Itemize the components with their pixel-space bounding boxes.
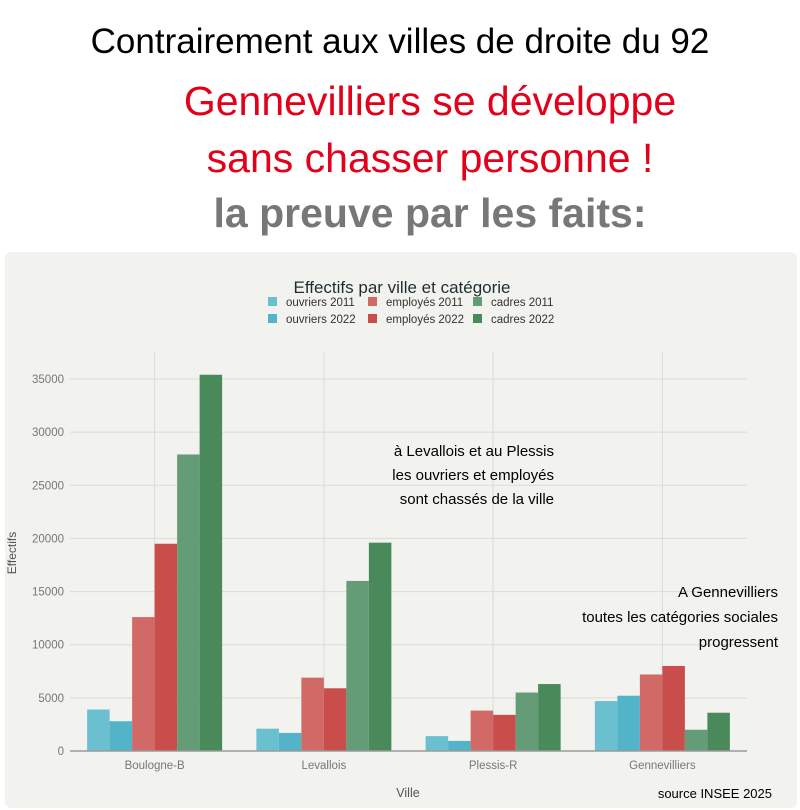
bar-cadres-2022 (538, 684, 561, 751)
x-tick-label: Gennevilliers (629, 760, 696, 772)
bar-employés-2011 (132, 617, 155, 751)
bar-ouvriers-2022 (617, 695, 640, 751)
x-tick-label: Boulogne-B (125, 760, 185, 772)
legend-swatch (368, 297, 377, 306)
bar-cadres-2011 (515, 692, 539, 751)
headline-line-1: Contrairement aux villes de droite du 92 (90, 22, 710, 61)
y-tick-label: 10000 (32, 640, 64, 652)
legend-swatch (268, 297, 277, 306)
bar-cadres-2022 (199, 374, 223, 751)
bar-employés-2022 (323, 688, 347, 751)
bar-cadres-2022 (707, 712, 730, 751)
legend-swatch (473, 297, 482, 306)
headline-line-3: sans chasser personne ! (206, 135, 654, 181)
legend-label: ouvriers 2022 (286, 314, 356, 326)
y-tick-label: 0 (58, 746, 64, 758)
annotation-gennevilliers: A Gennevilliers toutes les catégories so… (540, 580, 778, 655)
y-tick-label: 20000 (32, 533, 64, 545)
y-tick-label: 30000 (32, 427, 64, 439)
legend-label: cadres 2011 (491, 297, 553, 309)
annotation-line: A Gennevilliers (677, 584, 778, 601)
bar-ouvriers-2011 (425, 736, 449, 751)
bar-ouvriers-2022 (278, 732, 302, 751)
bar-employés-2011 (470, 710, 494, 751)
source-label: source INSEE 2025 (657, 786, 772, 801)
bar-ouvriers-2022 (109, 721, 133, 751)
y-tick-label: 25000 (32, 480, 64, 492)
y-tick-label: 35000 (32, 374, 64, 386)
bar-employés-2022 (493, 714, 516, 751)
x-tick-label: Plessis-R (469, 760, 518, 772)
legend-label: ouvriers 2011 (286, 297, 355, 309)
y-tick-label: 15000 (32, 587, 64, 599)
x-axis-title: Ville (396, 786, 419, 800)
annotation-line: toutes les catégories sociales (582, 609, 778, 626)
annotation-line: sont chassés de la ville (399, 491, 554, 508)
annotation-line: progressent (698, 634, 778, 651)
bar-ouvriers-2011 (87, 709, 110, 751)
bar-employés-2022 (154, 543, 178, 751)
bar-cadres-2011 (177, 454, 200, 751)
y-axis-title: Effectifs (5, 532, 19, 574)
bar-employés-2022 (662, 665, 685, 751)
bar-employés-2011 (301, 677, 324, 751)
annotation-line: à Levallois et au Plessis (393, 443, 554, 460)
annotation-line: les ouvriers et employés (392, 467, 554, 484)
bar-employés-2011 (639, 674, 663, 751)
chart-title: Effectifs par ville et catégorie (293, 278, 510, 297)
bar-ouvriers-2022 (448, 740, 471, 751)
bar-cadres-2011 (346, 580, 369, 751)
headline-line-4: la preuve par les faits: (213, 190, 647, 236)
legend-swatch (268, 314, 277, 323)
bar-cadres-2022 (368, 542, 392, 751)
annotation-levallois: à Levallois et au Plessis les ouvriers e… (330, 440, 554, 512)
bar-ouvriers-2011 (256, 728, 279, 751)
legend-swatch (368, 314, 377, 323)
bar-ouvriers-2011 (594, 701, 618, 751)
y-tick-label: 5000 (38, 693, 64, 705)
legend-swatch (473, 314, 482, 323)
headline-line-2: Gennevilliers se développe (183, 78, 677, 124)
bar-cadres-2011 (684, 729, 708, 751)
legend-label: cadres 2022 (491, 314, 554, 326)
legend-label: employés 2011 (386, 297, 463, 309)
x-tick-label: Levallois (302, 760, 347, 772)
legend-label: employés 2022 (386, 314, 464, 326)
